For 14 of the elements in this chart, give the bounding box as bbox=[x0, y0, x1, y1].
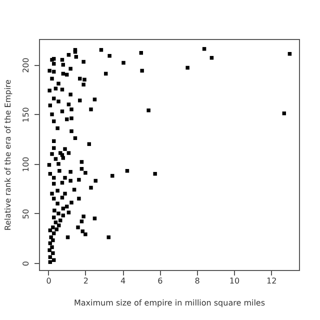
x-tick-label: 10 bbox=[229, 276, 240, 286]
y-tick-label: 100 bbox=[22, 156, 30, 172]
x-tick-label: 12 bbox=[266, 276, 277, 286]
y-tick-label: 150 bbox=[22, 107, 30, 122]
x-tick-label: 6 bbox=[158, 276, 163, 286]
x-tick-label: 2 bbox=[83, 276, 88, 286]
x-axis-title: Maximum size of empire in million square miles bbox=[74, 298, 266, 308]
y-tick-label: 50 bbox=[22, 208, 30, 220]
y-tick-label: 200 bbox=[22, 58, 30, 73]
x-tick-label: 8 bbox=[194, 276, 200, 286]
y-axis-title: Relative rank of the era of the Empire bbox=[4, 79, 12, 230]
y-tick-label: 0 bbox=[22, 261, 30, 266]
x-tick-label: 0 bbox=[46, 276, 52, 286]
x-tick-label: 4 bbox=[120, 276, 126, 286]
